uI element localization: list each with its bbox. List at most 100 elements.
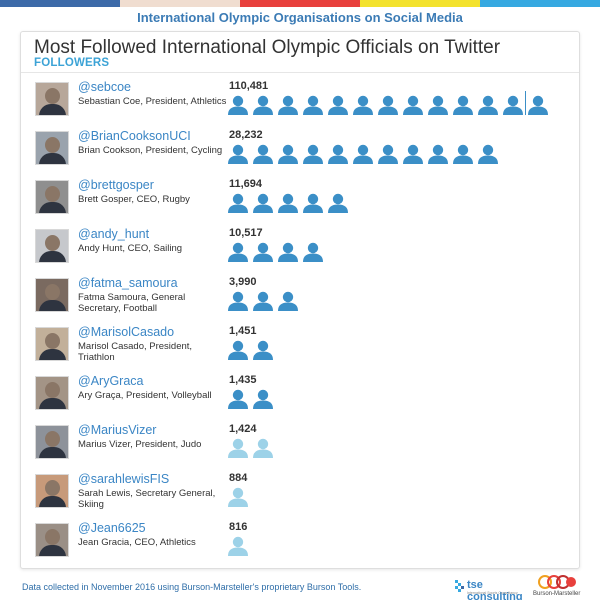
avatar-torso [39, 349, 66, 360]
page-title: International Olympic Organisations on S… [137, 10, 463, 25]
avatar-torso [39, 104, 66, 115]
official-row: @MarisolCasado Marisol Casado, President,… [21, 325, 579, 375]
tse-consulting-logo: tse consulting International Sports Cons… [455, 578, 525, 600]
twitter-handle-link[interactable]: @MariusVizer [78, 423, 157, 437]
person-icon [278, 144, 298, 164]
twitter-handle-link[interactable]: @sebcoe [78, 80, 131, 94]
twitter-handle-link[interactable]: @Jean6625 [78, 521, 146, 535]
person-icon [378, 144, 398, 164]
color-band [120, 0, 240, 7]
person-icon [253, 193, 273, 213]
person-icon [253, 95, 273, 115]
follower-icon-bar [227, 143, 567, 167]
person-icon [228, 95, 248, 115]
twitter-handle-link[interactable]: @fatma_samoura [78, 276, 178, 290]
person-icon [228, 389, 248, 409]
person-icon [428, 95, 448, 115]
avatar-head [45, 137, 60, 153]
follower-count: 884 [229, 472, 248, 484]
scale-break-marker [525, 91, 526, 115]
person-icon [503, 95, 523, 115]
avatar [35, 376, 69, 410]
person-icon [253, 438, 273, 458]
color-band [360, 0, 480, 7]
avatar-head [45, 529, 60, 545]
tse-logo-text: tse consulting [467, 579, 523, 600]
follower-icon-bar [227, 290, 567, 314]
person-icon [453, 144, 473, 164]
person-icon [278, 95, 298, 115]
official-row: @AryGraca Ary Graça, President, Volleybal… [21, 374, 579, 424]
official-description: Andy Hunt, CEO, Sailing [78, 243, 183, 254]
person-icon [278, 291, 298, 311]
official-description: Marisol Casado, President, Triathlon [78, 341, 193, 363]
official-row: @MariusVizer Marius Vizer, President, Jud… [21, 423, 579, 473]
avatar [35, 474, 69, 508]
avatar-head [45, 382, 60, 398]
avatar-head [45, 88, 60, 104]
follower-icon-bar [227, 388, 567, 412]
follower-count: 816 [229, 521, 248, 533]
official-description: Brett Gosper, CEO, Rugby [78, 194, 190, 205]
person-icon [253, 389, 273, 409]
avatar-head [45, 431, 60, 447]
official-row: @sarahlewisFIS Sarah Lewis, Secretary Gen… [21, 472, 579, 522]
person-icon [228, 340, 248, 360]
official-row: @andy_hunt Andy Hunt, CEO, Sailing 10,517 [21, 227, 579, 277]
bm-logo-text: Burson-Marsteller [533, 591, 581, 597]
follower-icon-bar [227, 535, 567, 559]
person-icon [228, 438, 248, 458]
avatar [35, 523, 69, 557]
person-icon [428, 144, 448, 164]
official-description: Brian Cookson, President, Cycling [78, 145, 223, 156]
person-icon [378, 95, 398, 115]
avatar-torso [39, 496, 66, 507]
avatar-head [45, 480, 60, 496]
follower-count: 110,481 [229, 80, 269, 92]
person-icon [303, 242, 323, 262]
avatar [35, 131, 69, 165]
chart-subtitle: FOLLOWERS [34, 57, 110, 69]
color-band [480, 0, 600, 7]
official-description: Jean Gracia, CEO, Athletics [78, 537, 196, 548]
person-icon [228, 291, 248, 311]
person-icon [253, 291, 273, 311]
chart-card: Most Followed International Olympic Offi… [20, 31, 580, 569]
twitter-handle-link[interactable]: @BrianCooksonUCI [78, 129, 191, 143]
person-icon [278, 242, 298, 262]
bm-circles-icon [538, 575, 576, 589]
person-icon [278, 193, 298, 213]
twitter-handle-link[interactable]: @brettgosper [78, 178, 154, 192]
person-icon [228, 193, 248, 213]
avatar [35, 278, 69, 312]
avatar-head [45, 186, 60, 202]
burson-marsteller-logo: Burson-Marsteller [533, 573, 585, 599]
avatar-head [45, 333, 60, 349]
twitter-handle-link[interactable]: @MarisolCasado [78, 325, 175, 339]
avatar-torso [39, 398, 66, 409]
person-icon [253, 242, 273, 262]
official-description: Marius Vizer, President, Judo [78, 439, 202, 450]
twitter-handle-link[interactable]: @AryGraca [78, 374, 144, 388]
avatar [35, 425, 69, 459]
official-description: Ary Graça, President, Volleyball [78, 390, 212, 401]
divider [21, 72, 579, 73]
twitter-handle-link[interactable]: @andy_hunt [78, 227, 150, 241]
official-description: Sarah Lewis, Secretary General, Skiing [78, 488, 216, 510]
avatar-torso [39, 202, 66, 213]
follower-icon-bar [227, 339, 567, 363]
person-icon [478, 95, 498, 115]
follower-count: 3,990 [229, 276, 257, 288]
chart-title: Most Followed International Olympic Offi… [34, 37, 501, 58]
official-description: Sebastian Coe, President, Athletics [78, 96, 227, 107]
official-row: @Jean6625 Jean Gracia, CEO, Athletics 816 [21, 521, 579, 571]
follower-icon-bar [227, 241, 567, 265]
follower-count: 28,232 [229, 129, 263, 141]
twitter-handle-link[interactable]: @sarahlewisFIS [78, 472, 170, 486]
person-icon [253, 340, 273, 360]
person-icon [303, 144, 323, 164]
color-band [0, 0, 120, 7]
person-icon [228, 144, 248, 164]
official-row: @brettgosper Brett Gosper, CEO, Rugby 11,6… [21, 178, 579, 228]
avatar-torso [39, 447, 66, 458]
